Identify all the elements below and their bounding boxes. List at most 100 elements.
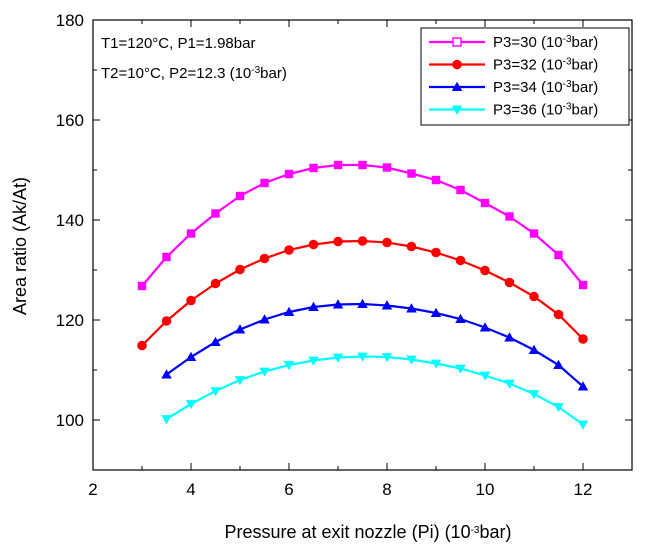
data-point xyxy=(235,191,245,201)
data-point xyxy=(161,415,172,425)
data-point xyxy=(186,295,196,306)
annotation-1: T1=120°C, P1=1.98bar xyxy=(101,35,255,52)
data-point xyxy=(505,212,514,221)
data-point xyxy=(504,277,515,288)
y-tick-label: 120 xyxy=(56,311,84,330)
data-point xyxy=(357,352,368,362)
data-point xyxy=(554,250,563,260)
data-point xyxy=(431,175,441,185)
data-point xyxy=(528,344,540,354)
annotation-2: T2=10°C, P2=12.3 (10-3bar) xyxy=(101,65,287,83)
data-point xyxy=(455,313,466,323)
x-axis-title: Pressure at exit nozzle (Pi) (10-3bar) xyxy=(224,522,511,542)
data-point xyxy=(577,420,589,430)
data-point xyxy=(332,353,344,363)
data-point xyxy=(161,316,172,326)
x-tick-label: 2 xyxy=(88,480,97,499)
data-point xyxy=(504,379,515,389)
data-point xyxy=(430,307,442,317)
series-2 xyxy=(137,236,588,351)
legend-item: P3=30 (10-3bar) xyxy=(429,34,598,52)
legend-marker xyxy=(452,59,462,70)
legend-label: P3=36 (10-3bar) xyxy=(493,101,598,119)
x-axis: 2 4 6 8 10 12 xyxy=(88,20,633,499)
plot-frame xyxy=(92,19,633,471)
x-tick-label: 12 xyxy=(574,480,593,499)
y-axis: 100 120 140 160 180 xyxy=(56,11,632,471)
data-point xyxy=(333,160,343,170)
data-point xyxy=(504,332,515,342)
data-point xyxy=(284,169,294,179)
data-point xyxy=(260,178,269,188)
legend-label: P3=30 (10-3bar) xyxy=(493,34,598,52)
annotations: T1=120°C, P1=1.98bar T2=10°C, P2=12.3 (10… xyxy=(101,35,287,82)
data-point xyxy=(456,185,465,195)
series-line xyxy=(141,163,584,287)
data-point xyxy=(283,361,295,371)
legend: P3=30 (10-3bar) P3=32 (10-3bar) P3=34 (10-… xyxy=(420,27,630,126)
data-point xyxy=(162,252,171,262)
x-tick-label: 10 xyxy=(476,480,495,499)
data-point xyxy=(333,236,343,247)
data-point xyxy=(308,356,319,366)
data-point xyxy=(553,403,564,413)
legend-item: P3=34 (10-3bar) xyxy=(429,79,598,97)
data-point xyxy=(455,364,466,374)
y-tick-label: 100 xyxy=(56,411,84,430)
x-tick-label: 8 xyxy=(382,480,391,499)
data-point xyxy=(407,169,416,178)
data-point xyxy=(406,303,417,313)
data-point xyxy=(406,241,417,252)
data-point xyxy=(210,336,221,346)
legend-marker xyxy=(451,105,463,115)
data-point xyxy=(309,163,318,173)
series-line xyxy=(141,239,584,347)
data-point xyxy=(332,299,344,309)
data-point xyxy=(528,390,540,400)
data-point xyxy=(577,381,589,391)
data-point xyxy=(578,280,588,290)
data-point xyxy=(381,300,393,310)
data-point xyxy=(357,236,368,246)
data-point xyxy=(480,198,490,208)
series-layer xyxy=(137,160,589,430)
data-point xyxy=(186,229,196,238)
data-point xyxy=(210,278,221,289)
legend-marker xyxy=(451,81,463,91)
data-point xyxy=(382,237,392,248)
legend-item: P3=36 (10-3bar) xyxy=(429,101,598,119)
y-tick-label: 180 xyxy=(56,11,84,30)
data-point xyxy=(479,322,491,332)
data-point xyxy=(358,160,367,170)
data-point xyxy=(553,309,564,320)
data-point xyxy=(234,376,246,386)
data-point xyxy=(137,281,147,291)
data-point xyxy=(185,400,197,410)
x-tick-label: 4 xyxy=(186,480,195,499)
legend-label: P3=34 (10-3bar) xyxy=(493,79,598,97)
data-point xyxy=(529,229,539,238)
legend-item: P3=32 (10-3bar) xyxy=(429,56,598,74)
data-point xyxy=(553,359,564,369)
data-point xyxy=(479,371,491,381)
data-point xyxy=(235,264,245,275)
series-line xyxy=(165,302,584,388)
series-4 xyxy=(161,352,589,430)
data-point xyxy=(284,245,294,255)
y-axis-title: Area ratio (Ak/At) xyxy=(10,177,30,315)
data-point xyxy=(259,367,270,377)
y-tick-label: 140 xyxy=(56,211,84,230)
data-point xyxy=(308,301,319,311)
data-point xyxy=(161,369,172,379)
series-line xyxy=(165,355,584,426)
data-point xyxy=(455,255,466,266)
data-point xyxy=(382,163,392,172)
data-point xyxy=(578,334,588,344)
plot-border xyxy=(92,19,633,471)
data-point xyxy=(529,291,539,302)
data-point xyxy=(430,359,442,369)
y-tick-label: 160 xyxy=(56,111,84,130)
data-point xyxy=(259,253,270,264)
data-point xyxy=(406,355,417,365)
